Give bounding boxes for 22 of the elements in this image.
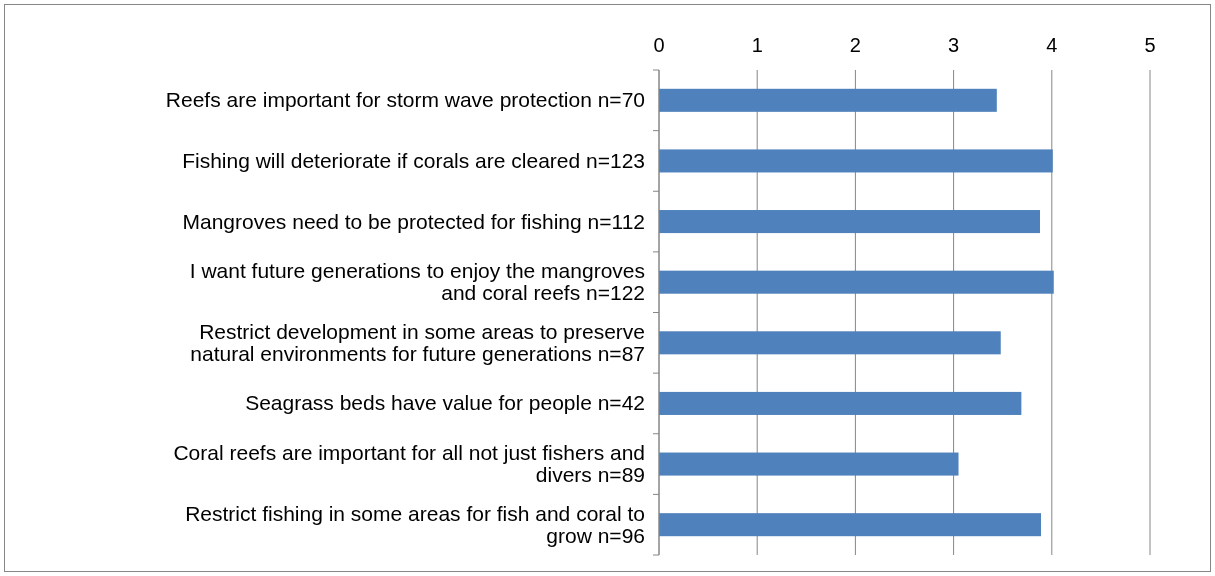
y-tick-label: Restrict fishing in some areas for fish and coral to grow n=96 bbox=[185, 501, 645, 547]
y-tick-label: Coral reefs are important for all not just fishers and divers n=89 bbox=[173, 441, 645, 487]
y-tick-label: Reefs are important for storm wave protection n=70 bbox=[165, 88, 645, 112]
x-tick-label: 2 bbox=[849, 34, 861, 56]
x-tick-label: 3 bbox=[948, 34, 960, 56]
y-tick-label: Fishing will deteriorate if corals are cleared n=123 bbox=[182, 148, 645, 172]
bar bbox=[659, 452, 959, 476]
bar bbox=[659, 331, 1001, 355]
y-tick-label: Restrict development in some areas to preserve natural environments for future generations n=87 bbox=[190, 319, 645, 365]
x-tick-label: 4 bbox=[1046, 34, 1058, 56]
bar bbox=[659, 513, 1041, 537]
y-tick-label: Mangroves need to be protected for fishing n=112 bbox=[182, 209, 645, 233]
y-tick-label: I want future generations to enjoy the mangroves and coral reefs n=122 bbox=[189, 259, 645, 305]
bar bbox=[659, 149, 1053, 173]
bar bbox=[659, 270, 1054, 294]
x-tick-label: 5 bbox=[1144, 34, 1156, 56]
y-tick-label: Seagrass beds have value for people n=42 bbox=[245, 391, 645, 415]
x-tick-label: 1 bbox=[751, 34, 763, 56]
bar bbox=[659, 210, 1041, 234]
bar bbox=[659, 391, 1022, 415]
x-tick-label: 0 bbox=[653, 34, 665, 56]
bar bbox=[659, 88, 997, 112]
